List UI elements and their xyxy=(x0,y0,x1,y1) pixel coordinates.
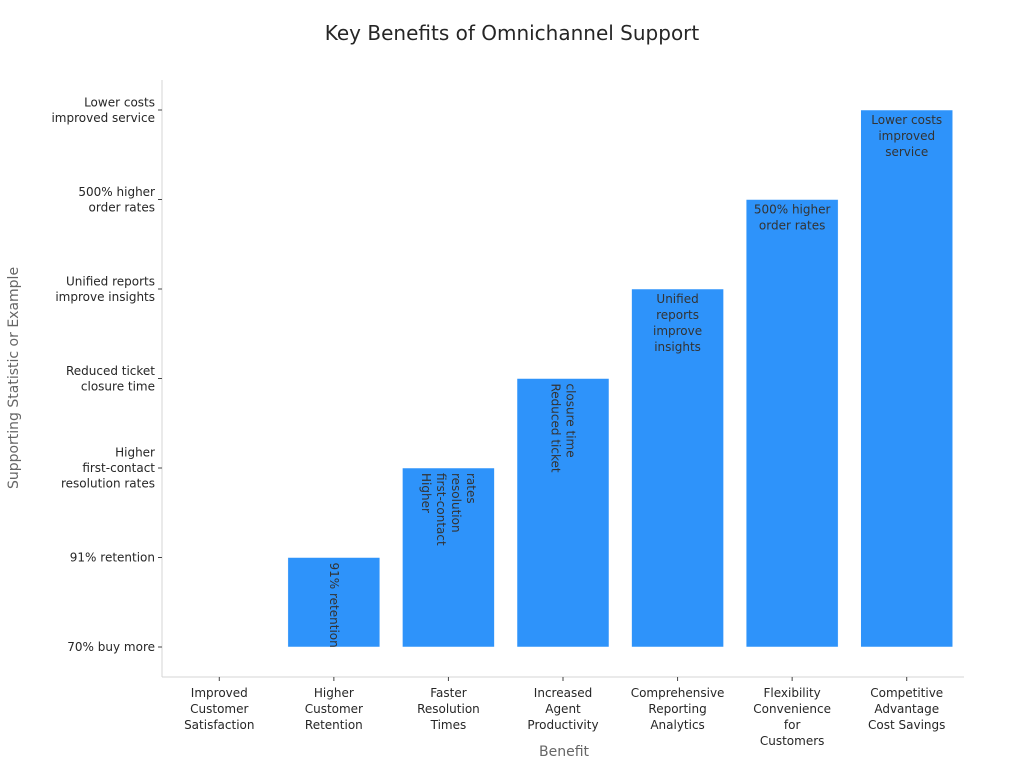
y-axis-title: Supporting Statistic or Example xyxy=(6,267,22,489)
x-ticks-layer: Improved Customer Satisfaction Higher Custom… xyxy=(184,677,945,748)
y-tick-label: 500% higher order rates xyxy=(78,185,155,215)
x-tick-label: Competitive Advantage Cost Savings xyxy=(868,686,945,732)
bar xyxy=(287,557,381,648)
bar-value-label: 500% higher order rates xyxy=(754,203,831,233)
bar-value-label: Lower costs improved service xyxy=(871,113,942,159)
bar xyxy=(631,288,724,648)
x-axis-title: Benefit xyxy=(539,744,590,760)
x-tick-label: Increased Agent Productivity xyxy=(527,686,598,732)
bar-value-label: Reduced ticketclosure time xyxy=(549,384,578,473)
y-tick-label: 70% buy more xyxy=(67,640,155,654)
bar-value-label: Higherfirst-contactresolutionrates xyxy=(419,473,478,546)
x-tick-label: Improved Customer Satisfaction xyxy=(184,686,254,732)
bar-value-label-group: Reduced ticketclosure time xyxy=(549,384,578,473)
x-tick-label: Comprehensive Reporting Analytics xyxy=(631,686,725,732)
bar xyxy=(860,109,953,648)
x-tick-label: Higher Customer Retention xyxy=(305,686,363,732)
y-ticks-layer: 70% buy more 91% retention Higher first-con… xyxy=(51,95,162,654)
bar xyxy=(745,199,839,648)
x-tick-label: Faster Resolution Times xyxy=(417,686,480,732)
y-tick-label: Reduced ticket closure time xyxy=(66,364,155,394)
bars-layer: 91% retention Higherfirst-contactresoluti… xyxy=(287,109,953,648)
bar xyxy=(516,378,610,648)
x-tick-label: Flexibility Convenience for Customers xyxy=(753,686,831,748)
bar xyxy=(402,467,495,648)
y-tick-label: 91% retention xyxy=(70,551,155,565)
bar-value-label-group: Higherfirst-contactresolutionrates xyxy=(419,473,478,546)
bar-value-label-group: 91% retention xyxy=(327,563,341,648)
y-tick-label: Higher first-contact resolution rates xyxy=(61,446,155,491)
chart-title: Key Benefits of Omnichannel Support xyxy=(325,21,700,45)
y-tick-label: Lower costs improved service xyxy=(51,95,155,125)
y-tick-label: Unified reports improve insights xyxy=(55,274,155,304)
bar-value-label: 91% retention xyxy=(327,563,341,648)
bar-value-label: Unified reports improve insights xyxy=(653,292,702,354)
